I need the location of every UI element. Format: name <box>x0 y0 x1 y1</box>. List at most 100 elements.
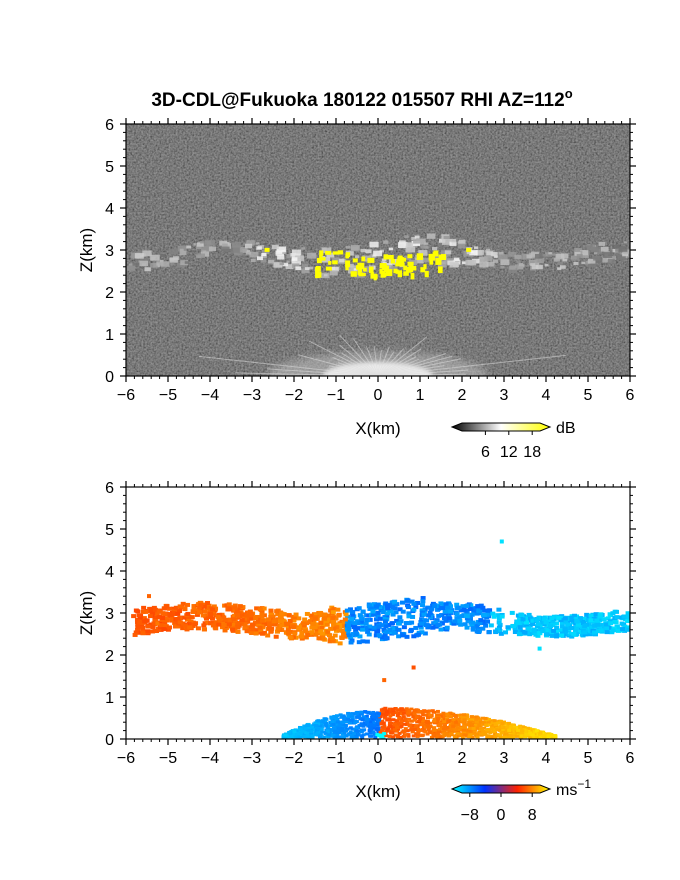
velocity-pixel <box>515 613 521 618</box>
velocity-pixel <box>352 621 358 626</box>
velocity-pixel <box>322 612 328 617</box>
velocity-pixel <box>482 732 487 736</box>
velocity-pixel <box>326 633 332 638</box>
velocity-pixel <box>180 615 186 620</box>
velocity-pixel <box>603 622 609 627</box>
echo-pixel-strong <box>264 247 270 252</box>
velocity-pixel <box>411 665 416 670</box>
echo-pixel <box>273 262 283 268</box>
velocity-pixel <box>314 622 320 627</box>
velocity-pixel <box>371 606 377 611</box>
echo-pixel <box>586 244 596 251</box>
echo-pixel <box>514 254 522 260</box>
velocity-pixel <box>511 731 516 735</box>
velocity-pixel <box>384 629 390 634</box>
velocity-pixel <box>526 612 532 617</box>
velocity-pixel <box>261 606 267 611</box>
velocity-pixel <box>499 614 505 619</box>
velocity-pixel <box>226 624 232 629</box>
velocity-pixel <box>475 726 480 730</box>
velocity-pixel <box>499 731 504 735</box>
velocity-pixel <box>417 719 422 723</box>
velocity-pixel <box>376 624 382 629</box>
velocity-pixel <box>351 625 357 630</box>
velocity-pixel <box>255 617 261 622</box>
velocity-pixel <box>614 624 620 629</box>
velocity-pixel <box>497 622 503 627</box>
velocity-pixel <box>316 722 321 726</box>
echo-pixel <box>208 246 217 252</box>
velocity-pixel <box>305 733 310 737</box>
velocity-pixel <box>348 730 353 734</box>
velocity-pixel <box>205 620 211 625</box>
velocity-pixel <box>381 707 386 711</box>
echo-pixel-strong <box>420 267 426 273</box>
velocity-pixel <box>281 619 287 624</box>
velocity-pixel <box>470 732 475 736</box>
x-tick-label: 5 <box>584 750 593 767</box>
velocity-pixel <box>442 720 447 724</box>
velocity-pixel <box>134 617 140 622</box>
echo-pixel-strong <box>407 254 413 259</box>
echo-pixel <box>133 262 141 267</box>
clutter-spoke <box>377 353 447 376</box>
velocity-pixel <box>190 609 196 614</box>
echo-pixel <box>449 262 459 268</box>
velocity-pixel <box>298 727 303 731</box>
velocity-pixel <box>464 613 470 618</box>
echo-pixel <box>479 261 489 268</box>
velocity-pixel <box>435 720 440 724</box>
velocity-pixel <box>333 628 339 633</box>
velocity-pixel <box>379 735 384 739</box>
echo-pixel <box>500 259 510 266</box>
velocity-pixel <box>393 733 398 737</box>
velocity-pixel <box>427 709 432 713</box>
echo-pixel <box>580 250 589 256</box>
velocity-pixel <box>356 606 362 611</box>
velocity-pixel <box>266 617 272 622</box>
y-tick-label: 2 <box>105 285 114 302</box>
velocity-pixel <box>158 623 164 628</box>
velocity-pixel <box>458 608 464 613</box>
velocity-pixel <box>307 620 313 625</box>
y-axis-label: Z(km) <box>77 228 96 272</box>
velocity-pixel <box>237 604 243 609</box>
echo-pixel <box>186 245 192 249</box>
velocity-pixel <box>337 724 342 728</box>
echo-pixel <box>498 254 508 261</box>
velocity-pixel <box>250 622 256 627</box>
velocity-pixel <box>436 713 441 717</box>
velocity-pixel <box>524 620 530 625</box>
velocity-pixel <box>464 603 470 608</box>
velocity-pixel <box>175 624 181 629</box>
echo-pixel <box>516 260 521 264</box>
velocity-pixel <box>325 731 330 735</box>
velocity-pixel <box>471 726 476 730</box>
velocity-pixel <box>486 630 492 635</box>
velocity-pixel <box>480 626 486 631</box>
velocity-pixel <box>141 605 147 610</box>
velocity-pixel <box>385 718 390 722</box>
echo-pixel <box>383 240 389 244</box>
velocity-pixel <box>370 713 375 717</box>
echo-pixel <box>422 258 430 263</box>
velocity-pixel <box>408 728 413 732</box>
velocity-pixel <box>439 621 445 626</box>
velocity-pixel <box>502 733 507 737</box>
velocity-pixel <box>383 716 388 720</box>
velocity-pixel <box>387 628 393 633</box>
velocity-pixel <box>383 601 389 606</box>
velocity-pixel <box>401 715 406 719</box>
echo-pixel <box>457 243 466 249</box>
echo-pixel <box>291 249 302 256</box>
velocity-pixel <box>309 735 314 739</box>
echo-pixel <box>623 241 627 244</box>
velocity-pixel <box>445 732 450 736</box>
velocity-pixel <box>421 719 426 723</box>
velocity-pixel <box>488 623 494 628</box>
velocity-pixel <box>451 724 456 728</box>
velocity-pixel <box>366 711 371 715</box>
colorbar-tick-label: 18 <box>523 444 541 461</box>
velocity-pixel <box>266 622 272 627</box>
velocity-pixel <box>420 599 426 604</box>
